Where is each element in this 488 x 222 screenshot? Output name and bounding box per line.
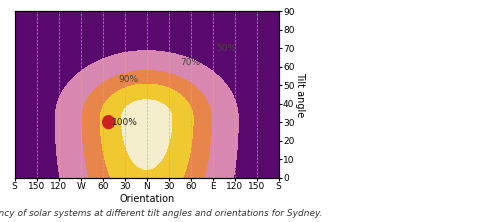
- Ellipse shape: [102, 116, 114, 129]
- Text: Efficiency of solar systems at different tilt angles and orientations for Sydney: Efficiency of solar systems at different…: [0, 208, 322, 218]
- Y-axis label: Tilt angle: Tilt angle: [295, 72, 305, 117]
- X-axis label: Orientation: Orientation: [119, 194, 174, 204]
- Text: 70%: 70%: [180, 58, 201, 67]
- Text: 90%: 90%: [118, 75, 138, 84]
- Text: 100%: 100%: [111, 118, 137, 127]
- Text: 50%: 50%: [215, 44, 236, 53]
